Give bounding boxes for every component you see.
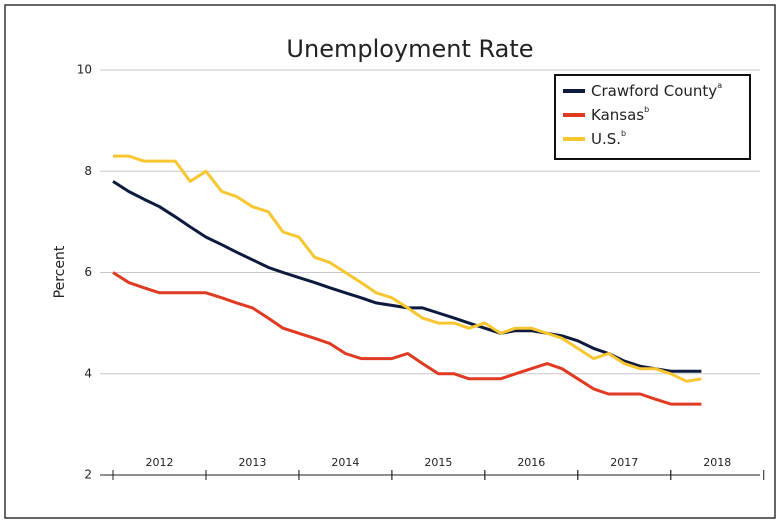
legend-superscript: b [621, 129, 626, 138]
legend-label: U.S.b [591, 129, 626, 148]
x-tick-label: 2018 [703, 456, 731, 469]
x-tick-label: 2016 [517, 456, 545, 469]
y-tick-label: 10 [77, 63, 92, 77]
legend-label: Crawford Countya [591, 81, 722, 100]
legend-name: Kansas [591, 106, 644, 124]
line-series [112, 271, 702, 406]
legend-superscript: a [717, 81, 722, 90]
y-tick-label: 4 [84, 366, 92, 380]
y-axis-label: Percent [52, 245, 68, 298]
legend-label: Kansasb [591, 105, 649, 124]
line-series [113, 154, 702, 383]
legend-box [554, 74, 751, 160]
x-tick-label: 2014 [331, 456, 359, 469]
x-tick-label: 2017 [610, 456, 638, 469]
x-tick-label: 2012 [145, 456, 173, 469]
x-tick-label: 2013 [238, 456, 266, 469]
legend-name: Crawford County [591, 82, 717, 100]
y-tick-label: 2 [84, 468, 92, 482]
chart-title: Unemployment Rate [286, 35, 533, 63]
y-tick-label: 8 [84, 164, 92, 178]
y-tick-label: 6 [84, 265, 92, 279]
legend-name: U.S. [591, 130, 621, 148]
x-tick-label: 2015 [424, 456, 452, 469]
legend-superscript: b [644, 105, 649, 114]
